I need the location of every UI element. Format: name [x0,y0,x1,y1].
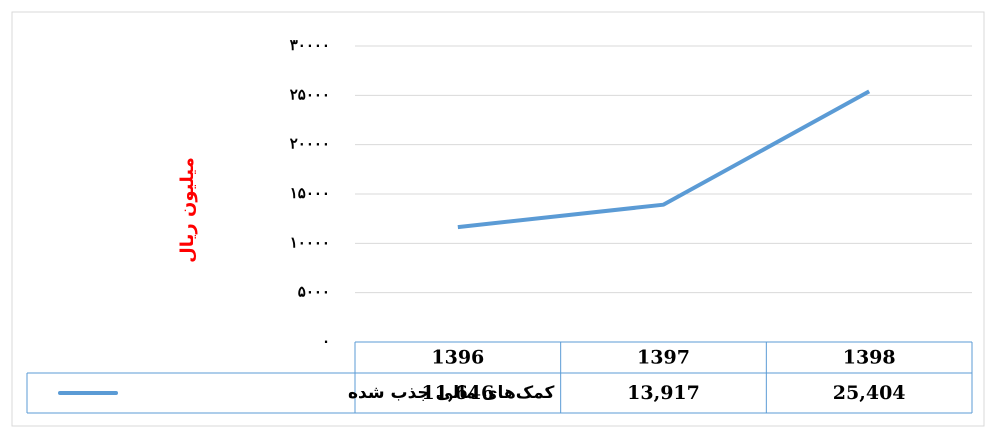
y-tick-label: ۱۰۰۰۰ [290,233,330,251]
y-tick-label: ۳۰۰۰۰ [290,36,330,54]
chart-frame [11,11,985,427]
y-tick-label: ۵۰۰۰ [298,283,330,301]
x-tick-label: 1397 [637,347,690,369]
table-value: 13,917 [627,382,700,404]
y-tick-label: ۰ [322,332,330,350]
y-tick-label: ۲۵۰۰۰ [290,85,330,103]
legend-label: کمک‌های مالی جذب شده [348,383,555,403]
y-tick-label: ۲۰۰۰۰ [290,135,330,153]
x-tick-label: 1396 [431,347,484,369]
data-line [457,89,871,230]
table-value: 11,646 [421,382,494,404]
y-tick-label: ۱۵۰۰۰ [290,184,330,202]
y-axis-label: میلیون ریال [177,157,198,263]
table-value: 25,404 [833,382,906,404]
x-tick-label: 1398 [843,347,896,369]
